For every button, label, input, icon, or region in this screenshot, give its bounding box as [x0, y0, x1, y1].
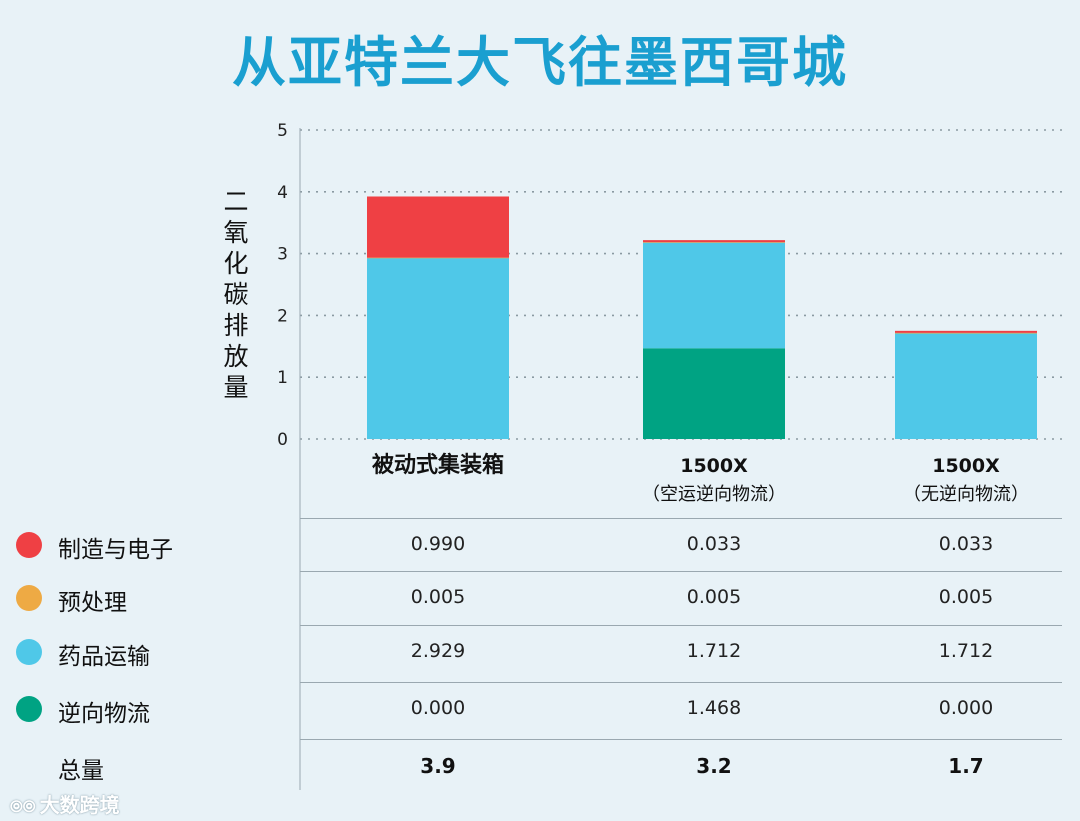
table-row: 制造与电子 0.990 0.033 0.033 — [0, 518, 1080, 573]
watermark-text: 大数跨境 — [39, 793, 120, 817]
table-cell: 0.005 — [686, 586, 742, 608]
y-tick-label: 0 — [277, 430, 288, 450]
table-total-row: 总量 3.9 3.2 1.7 — [0, 739, 1080, 794]
table-divider — [300, 518, 1062, 519]
bar-segment — [643, 242, 785, 243]
table-cell: 0.990 — [410, 533, 466, 555]
bar-segment — [367, 196, 509, 258]
bar-segment — [643, 242, 785, 349]
table-row: 预处理 0.005 0.005 0.005 — [0, 571, 1080, 626]
table-row-label: 制造与电子 — [58, 537, 173, 563]
table-cell: 3.2 — [696, 754, 732, 778]
watermark-logo-icon: ⦾⦾ — [10, 797, 36, 816]
bar-segment — [895, 330, 1037, 333]
x-category-label: 1500X （无逆向物流） — [903, 455, 1029, 505]
table-cell: 2.929 — [410, 640, 466, 662]
table-cell: 0.033 — [686, 533, 742, 555]
x-category-label: 1500X （空运逆向物流） — [642, 455, 786, 505]
y-tick-label: 1 — [277, 368, 288, 388]
y-axis-label: 二氧化碳排放量 — [223, 187, 249, 402]
table-cell: 1.468 — [686, 697, 742, 719]
table-cell: 0.005 — [938, 586, 994, 608]
table-cell: 0.005 — [410, 586, 466, 608]
y-tick-label: 2 — [277, 306, 288, 326]
watermark: ⦾⦾ 大数跨境 — [10, 789, 120, 818]
bar-segment — [895, 332, 1037, 334]
table-row-label: 总量 — [58, 758, 104, 784]
bar-segment — [367, 257, 509, 259]
x-category-label: 被动式集装箱 — [371, 453, 504, 478]
bar-segment — [367, 257, 509, 439]
table-cell: 1.712 — [938, 640, 994, 662]
table-row-label: 预处理 — [58, 590, 127, 616]
y-tick-label: 4 — [277, 183, 288, 203]
table-divider — [300, 739, 1062, 740]
table-cell: 3.9 — [420, 754, 456, 778]
bar-segment — [895, 333, 1037, 439]
y-tick-label: 3 — [277, 245, 288, 265]
bar-segment — [643, 348, 785, 439]
chart-title: 从亚特兰大飞往墨西哥城 — [232, 31, 848, 94]
table-divider — [300, 571, 1062, 572]
table-row-label: 药品运输 — [58, 644, 150, 670]
table-row: 药品运输 2.929 1.712 1.712 — [0, 625, 1080, 680]
y-tick-labels: 0 1 2 3 4 5 — [277, 121, 288, 450]
legend-dot-icon — [16, 585, 42, 611]
grid-lines — [299, 128, 1062, 790]
table-cell: 0.000 — [410, 697, 466, 719]
bars — [367, 196, 1037, 439]
y-tick-label: 5 — [277, 121, 288, 141]
table-cell: 1.7 — [948, 754, 984, 778]
table-cell: 0.033 — [938, 533, 994, 555]
legend-dot-icon — [16, 696, 42, 722]
table-cell: 1.712 — [686, 640, 742, 662]
table-row: 逆向物流 0.000 1.468 0.000 — [0, 682, 1080, 737]
table-cell: 0.000 — [938, 697, 994, 719]
table-divider — [300, 625, 1062, 626]
legend-dot-icon — [16, 532, 42, 558]
bar-segment — [643, 240, 785, 243]
legend-dot-icon — [16, 639, 42, 665]
table-divider — [300, 682, 1062, 683]
table-row-label: 逆向物流 — [58, 701, 150, 727]
